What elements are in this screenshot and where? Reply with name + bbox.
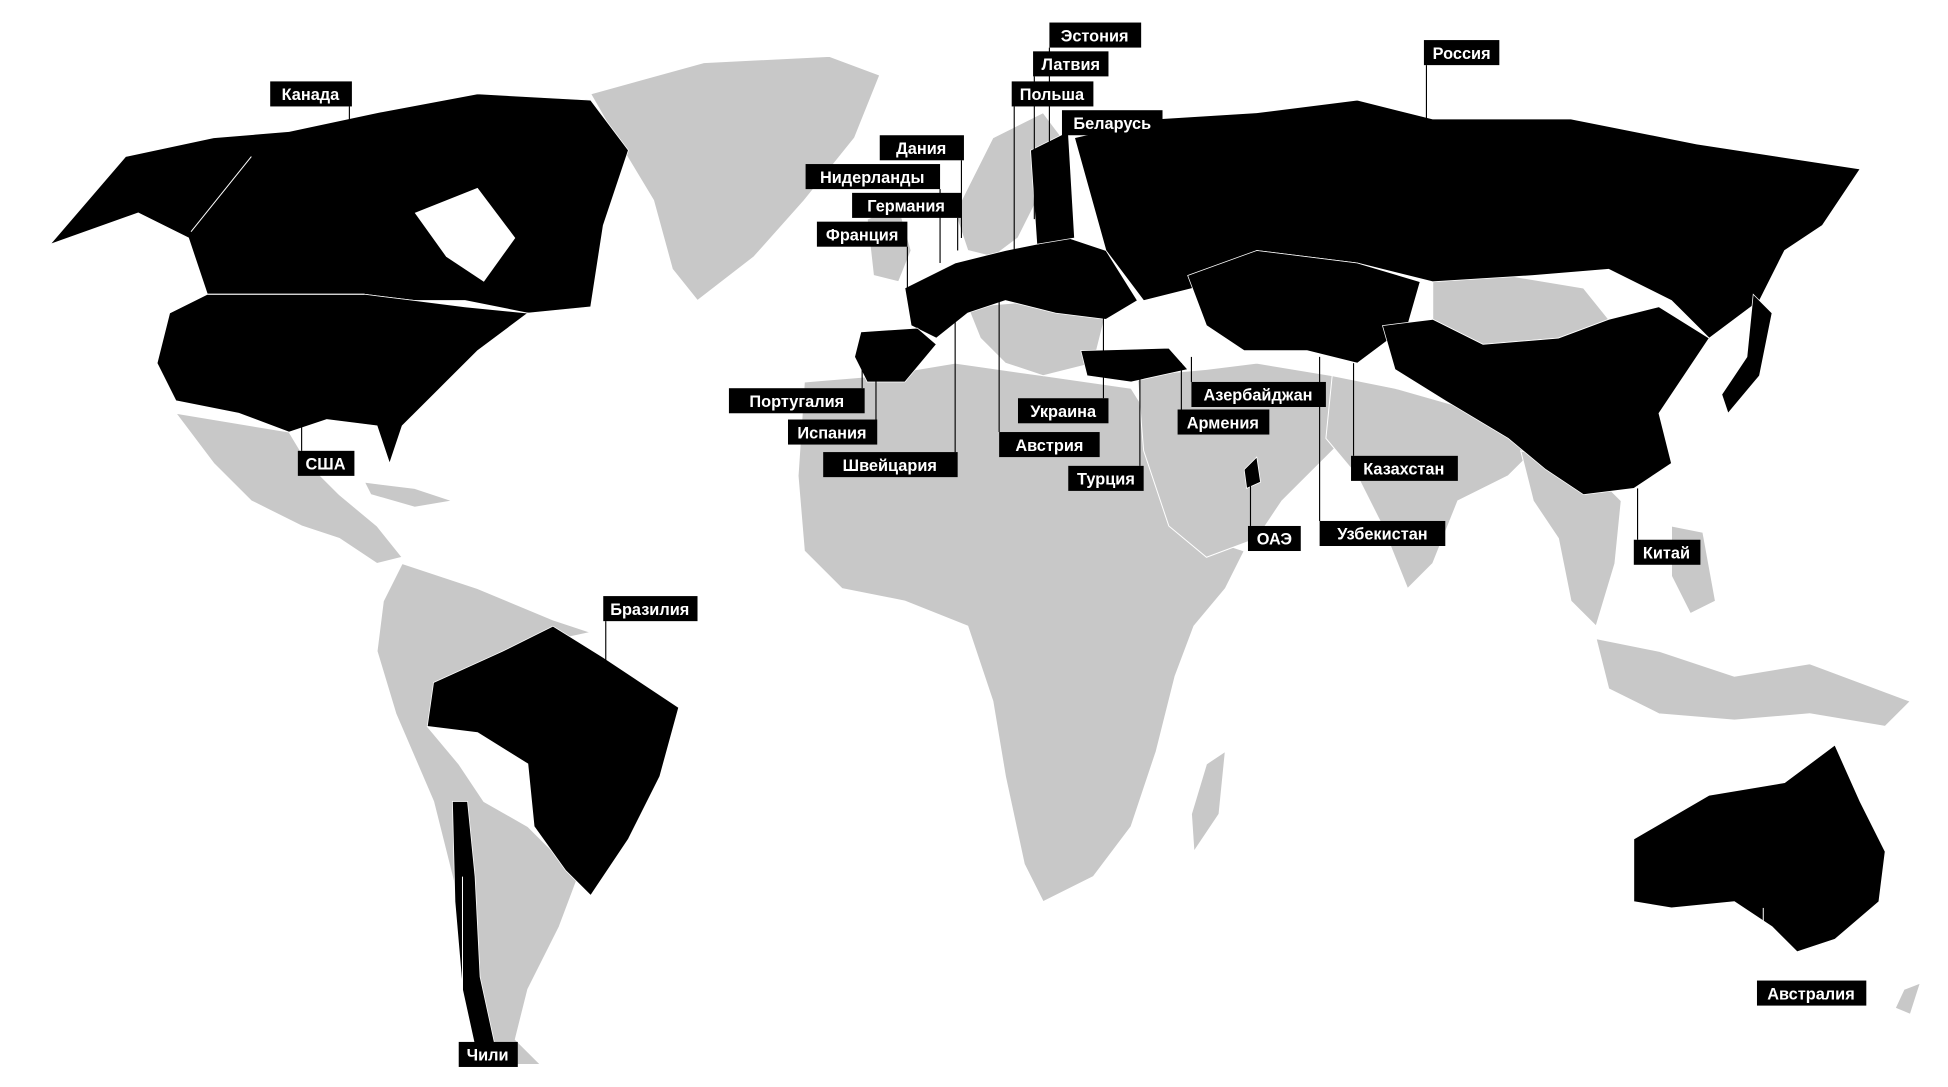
label-ukraine: Украина [1017,398,1109,424]
label-text: Португалия [749,393,844,411]
label-text: Россия [1433,45,1491,63]
brazil-shape [426,625,680,896]
canada-shape [49,93,629,314]
label-text: США [306,456,346,474]
label-text: Армения [1187,414,1259,432]
label-switzerland: Швейцария [823,452,958,478]
label-text: Швейцария [843,457,937,475]
label-denmark: Дания [879,135,964,161]
label-text: Польша [1020,86,1085,104]
madagascar [1190,750,1226,854]
label-armenia: Армения [1177,409,1270,435]
country-labels: Канада Эстония Латвия Польша Беларусь Ро… [270,22,1867,1067]
border-line [190,156,252,232]
africa [797,362,1245,903]
label-text: Китай [1643,545,1690,563]
caribbean [363,481,453,508]
label-russia: Россия [1423,40,1500,66]
label-text: Австралия [1767,985,1854,1003]
label-uae: ОАЭ [1247,525,1301,552]
label-text: Австрия [1015,437,1083,455]
label-text: Франция [826,226,898,244]
label-text: Канада [282,86,341,104]
label-austria: Австрия [999,432,1100,458]
turkey-shape [1080,347,1189,383]
label-china: Китай [1633,539,1701,565]
label-text: Казахстан [1363,461,1444,479]
label-text: ОАЭ [1257,531,1292,549]
china-shape [1381,306,1710,496]
label-poland: Польша [1011,81,1094,107]
usa-shape [156,293,529,465]
label-germany: Германия [852,192,962,218]
hudson-bay [414,187,516,282]
label-text: Германия [867,198,945,216]
philippines [1671,525,1717,615]
label-estonia: Эстония [1049,22,1142,48]
greenland [589,55,881,302]
label-text: Дания [896,140,946,158]
label-text: Испания [797,424,866,442]
new-zealand [1894,982,1922,1016]
label-text: Беларусь [1073,115,1151,133]
label-france: Франция [816,221,908,247]
label-text: Турция [1077,471,1135,489]
europe-shape [904,237,1138,339]
label-belarus: Беларусь [1061,110,1163,136]
label-canada: Канада [270,81,352,107]
indonesia [1595,638,1912,727]
label-text: Нидерланды [820,169,924,187]
label-kazakhstan: Казахстан [1351,455,1458,481]
label-portugal: Португалия [728,388,865,414]
label-usa: США [297,450,355,476]
label-text: Украина [1030,403,1097,421]
uae-shape [1243,456,1261,489]
label-azerbaijan: Азербайджан [1191,381,1326,407]
label-text: Чили [467,1047,509,1065]
label-text: Латвия [1042,56,1101,74]
highlighted-countries [49,93,1886,1059]
australia-shape [1633,744,1886,953]
iberia-shape [854,327,937,383]
japan-shape [1721,293,1773,415]
label-spain: Испания [787,419,878,445]
label-chile: Чили [458,1041,518,1067]
label-text: Эстония [1061,27,1129,45]
label-latvia: Латвия [1033,51,1109,77]
label-text: Бразилия [610,601,689,619]
baltic-shape [1030,130,1075,245]
label-text: Узбекистан [1337,526,1427,544]
label-uzbekistan: Узбекистан [1319,520,1446,547]
label-text: Азербайджан [1204,387,1313,405]
kazakhstan-central-asia-shape [1187,250,1421,364]
label-brazil: Бразилия [603,596,698,622]
label-turkey: Турция [1068,465,1144,491]
label-netherlands: Нидерланды [805,164,941,190]
label-australia: Австралия [1756,980,1867,1006]
